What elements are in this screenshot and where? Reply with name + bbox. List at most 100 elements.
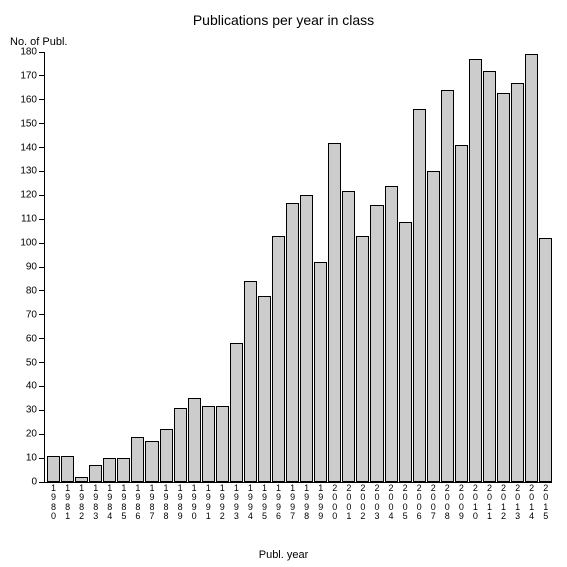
bar xyxy=(413,109,426,482)
bar xyxy=(258,296,271,482)
bar xyxy=(286,203,299,483)
bar xyxy=(455,145,468,482)
bar xyxy=(202,406,215,482)
y-tick-label: 130 xyxy=(20,166,37,177)
y-tick xyxy=(39,147,45,148)
y-tick-label: 50 xyxy=(26,357,37,368)
x-tick-label: 1989 xyxy=(174,484,187,522)
y-tick xyxy=(39,482,45,483)
y-tick xyxy=(39,386,45,387)
bar xyxy=(356,236,369,482)
x-tick-label: 1984 xyxy=(103,484,116,522)
y-tick xyxy=(39,243,45,244)
y-tick xyxy=(39,290,45,291)
x-tick-label: 2013 xyxy=(511,484,524,522)
y-tick xyxy=(39,195,45,196)
x-tick-label: 1982 xyxy=(75,484,88,522)
y-tick xyxy=(39,314,45,315)
x-tick-label: 1980 xyxy=(47,484,60,522)
y-tick xyxy=(39,52,45,53)
x-tick-label: 2009 xyxy=(455,484,468,522)
y-tick-label: 150 xyxy=(20,118,37,129)
x-tick-label: 1995 xyxy=(258,484,271,522)
x-tick-label: 2003 xyxy=(370,484,383,522)
bar xyxy=(525,54,538,482)
x-tick-label: 1987 xyxy=(145,484,158,522)
bar xyxy=(188,398,201,482)
y-tick-label: 90 xyxy=(26,262,37,273)
chart-container: Publications per year in class No. of Pu… xyxy=(0,0,567,567)
bar xyxy=(328,143,341,482)
y-tick xyxy=(39,75,45,76)
y-tick xyxy=(39,123,45,124)
y-tick-label: 30 xyxy=(26,405,37,416)
bar xyxy=(75,477,88,482)
bar xyxy=(385,186,398,482)
bar xyxy=(216,406,229,482)
y-tick-label: 120 xyxy=(20,190,37,201)
bar xyxy=(272,236,285,482)
x-tick-label: 2015 xyxy=(539,484,552,522)
bar xyxy=(244,281,257,482)
x-axis-title: Publ. year xyxy=(0,549,567,561)
y-tick xyxy=(39,219,45,220)
x-tick-label: 2008 xyxy=(441,484,454,522)
y-tick-label: 180 xyxy=(20,47,37,58)
y-tick xyxy=(39,99,45,100)
bar xyxy=(441,90,454,482)
x-tick-label: 1992 xyxy=(216,484,229,522)
x-tick-label: 2004 xyxy=(385,484,398,522)
bar xyxy=(230,343,243,482)
x-tick-label: 2006 xyxy=(413,484,426,522)
bar xyxy=(399,222,412,482)
y-tick xyxy=(39,338,45,339)
bar xyxy=(145,441,158,482)
x-tick-label: 2002 xyxy=(356,484,369,522)
y-tick-label: 70 xyxy=(26,309,37,320)
bar xyxy=(89,465,102,482)
bar xyxy=(469,59,482,482)
y-tick xyxy=(39,362,45,363)
y-tick-label: 0 xyxy=(31,477,37,488)
y-tick-label: 40 xyxy=(26,381,37,392)
y-axis-title: No. of Publ. xyxy=(10,36,67,48)
x-tick-label: 1988 xyxy=(160,484,173,522)
x-tick-label: 1999 xyxy=(314,484,327,522)
x-tick-label: 2010 xyxy=(469,484,482,522)
x-tick-label: 2000 xyxy=(328,484,341,522)
y-tick-label: 60 xyxy=(26,333,37,344)
y-tick-label: 20 xyxy=(26,429,37,440)
y-tick xyxy=(39,267,45,268)
plot-area: 1980198119821983198419851986198719881989… xyxy=(44,52,552,483)
bar xyxy=(117,458,130,482)
x-tick-label: 1985 xyxy=(117,484,130,522)
y-tick-label: 80 xyxy=(26,285,37,296)
x-tick-label: 1998 xyxy=(300,484,313,522)
bar xyxy=(300,195,313,482)
x-tick-label: 2014 xyxy=(525,484,538,522)
x-labels-group: 1980198119821983198419851986198719881989… xyxy=(45,484,552,522)
y-tick xyxy=(39,434,45,435)
x-tick-label: 1981 xyxy=(61,484,74,522)
y-tick-label: 170 xyxy=(20,70,37,81)
bar xyxy=(370,205,383,482)
y-tick-label: 140 xyxy=(20,142,37,153)
bar xyxy=(539,238,552,482)
x-tick-label: 2007 xyxy=(427,484,440,522)
x-tick-label: 1990 xyxy=(188,484,201,522)
x-tick-label: 2001 xyxy=(342,484,355,522)
y-tick-label: 110 xyxy=(21,214,37,225)
y-tick xyxy=(39,458,45,459)
x-tick-label: 1986 xyxy=(131,484,144,522)
y-tick-label: 100 xyxy=(20,238,37,249)
x-tick-label: 1983 xyxy=(89,484,102,522)
bar xyxy=(497,93,510,482)
x-tick-label: 2012 xyxy=(497,484,510,522)
bar xyxy=(314,262,327,482)
bar xyxy=(160,429,173,482)
bar xyxy=(427,171,440,482)
bar xyxy=(61,456,74,482)
bar xyxy=(174,408,187,482)
x-tick-label: 2005 xyxy=(399,484,412,522)
x-tick-label: 2011 xyxy=(483,484,496,522)
